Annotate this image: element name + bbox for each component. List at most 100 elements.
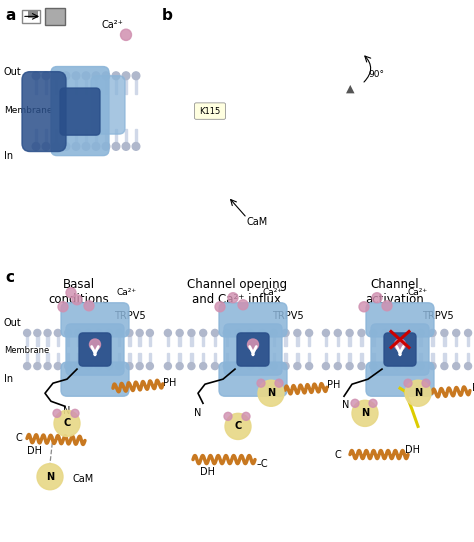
Circle shape: [247, 363, 254, 370]
Circle shape: [72, 72, 80, 80]
Bar: [214, 333, 216, 346]
Bar: [105, 129, 107, 146]
Circle shape: [92, 143, 100, 150]
Text: Basal
conditions: Basal conditions: [49, 278, 109, 306]
Circle shape: [146, 363, 154, 370]
Bar: [26, 353, 28, 366]
Bar: [249, 333, 252, 346]
Bar: [396, 353, 398, 366]
Circle shape: [405, 380, 431, 406]
Bar: [105, 77, 107, 94]
FancyBboxPatch shape: [366, 303, 434, 337]
Circle shape: [258, 363, 265, 370]
Circle shape: [405, 363, 412, 370]
Bar: [467, 333, 469, 346]
Circle shape: [334, 330, 341, 337]
Circle shape: [453, 330, 460, 337]
Bar: [28, 11, 38, 18]
Bar: [431, 333, 434, 346]
Circle shape: [116, 330, 123, 337]
Bar: [56, 353, 59, 366]
Circle shape: [223, 330, 230, 337]
Bar: [87, 353, 90, 366]
Circle shape: [351, 399, 359, 407]
Circle shape: [126, 330, 133, 337]
Circle shape: [176, 363, 183, 370]
Circle shape: [126, 363, 133, 370]
Circle shape: [136, 363, 143, 370]
Bar: [202, 333, 204, 346]
Circle shape: [52, 72, 60, 80]
Bar: [348, 353, 351, 366]
Bar: [45, 129, 47, 146]
Circle shape: [34, 363, 41, 370]
Bar: [261, 333, 263, 346]
Text: ▲: ▲: [346, 84, 354, 94]
Circle shape: [200, 363, 207, 370]
Circle shape: [270, 363, 277, 370]
Circle shape: [404, 379, 412, 387]
Circle shape: [188, 330, 195, 337]
Circle shape: [306, 330, 313, 337]
Bar: [55, 129, 57, 146]
Circle shape: [352, 401, 378, 427]
Circle shape: [370, 330, 377, 337]
Text: 90°: 90°: [368, 70, 384, 79]
Circle shape: [257, 379, 265, 387]
Circle shape: [393, 363, 401, 370]
Text: N: N: [46, 472, 54, 482]
Circle shape: [66, 288, 76, 298]
Circle shape: [62, 143, 70, 150]
Text: Membrane: Membrane: [4, 345, 49, 354]
Circle shape: [358, 363, 365, 370]
Circle shape: [346, 363, 353, 370]
Text: DH: DH: [27, 446, 42, 455]
Circle shape: [382, 363, 389, 370]
Circle shape: [75, 330, 82, 337]
Circle shape: [75, 363, 82, 370]
Text: C: C: [15, 434, 22, 443]
Bar: [115, 129, 117, 146]
Bar: [87, 333, 90, 346]
Circle shape: [441, 363, 448, 370]
Circle shape: [164, 363, 172, 370]
Bar: [135, 129, 137, 146]
Text: N: N: [64, 406, 71, 416]
Bar: [178, 353, 181, 366]
Bar: [98, 333, 100, 346]
Circle shape: [32, 72, 40, 80]
FancyBboxPatch shape: [79, 333, 111, 366]
Text: CaM: CaM: [73, 474, 94, 483]
Circle shape: [258, 330, 265, 337]
Circle shape: [72, 143, 80, 150]
Bar: [36, 333, 38, 346]
Circle shape: [417, 330, 424, 337]
Bar: [431, 353, 434, 366]
Text: Channel opening
and Ca²⁺ influx: Channel opening and Ca²⁺ influx: [187, 278, 287, 306]
Bar: [384, 333, 386, 346]
Circle shape: [258, 380, 284, 406]
Bar: [167, 353, 169, 366]
Circle shape: [235, 363, 242, 370]
Text: C: C: [234, 422, 242, 431]
Bar: [190, 333, 192, 346]
Circle shape: [90, 339, 100, 350]
Circle shape: [235, 330, 242, 337]
Bar: [56, 333, 59, 346]
Circle shape: [242, 412, 250, 421]
Bar: [360, 353, 363, 366]
Bar: [65, 77, 67, 94]
Bar: [443, 333, 446, 346]
Bar: [396, 333, 398, 346]
Circle shape: [132, 72, 140, 80]
Bar: [149, 333, 151, 346]
Circle shape: [24, 330, 31, 337]
Circle shape: [95, 363, 102, 370]
Circle shape: [54, 410, 80, 436]
Bar: [284, 353, 287, 366]
Circle shape: [105, 330, 112, 337]
Circle shape: [369, 399, 377, 407]
Bar: [408, 333, 410, 346]
Circle shape: [225, 414, 251, 440]
Text: Ca²⁺: Ca²⁺: [263, 288, 283, 297]
